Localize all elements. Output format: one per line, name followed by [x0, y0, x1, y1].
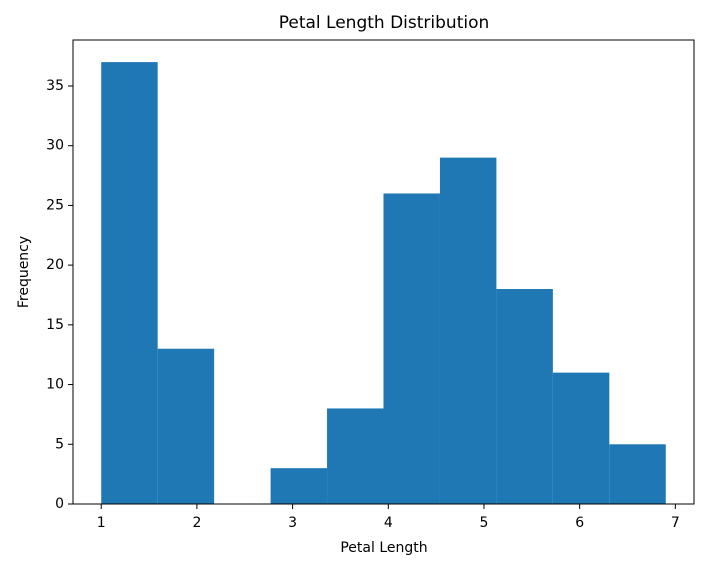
bar	[270, 468, 328, 504]
x-tick-label: 7	[671, 515, 680, 531]
x-tick-label: 5	[480, 515, 489, 531]
x-tick-label: 6	[575, 515, 584, 531]
x-tick-label: 3	[288, 515, 297, 531]
bar	[327, 408, 384, 504]
bar	[496, 289, 553, 504]
y-tick-label: 0	[55, 496, 64, 512]
y-axis-label: Frequency	[16, 236, 32, 308]
y-tick-label: 35	[46, 78, 64, 94]
x-tick-label: 2	[192, 515, 201, 531]
y-tick-label: 15	[46, 317, 64, 333]
bar	[101, 62, 158, 504]
x-tick-label: 4	[384, 515, 393, 531]
bar	[157, 348, 215, 504]
bar	[552, 372, 610, 504]
chart-title: Petal Length Distribution	[279, 13, 490, 33]
x-tick-label: 1	[97, 515, 106, 531]
bar	[439, 157, 497, 504]
x-axis-label: Petal Length	[340, 540, 427, 556]
y-tick-label: 25	[46, 197, 64, 213]
bar	[609, 444, 666, 504]
plot-frame	[72, 39, 695, 505]
y-tick-label: 20	[46, 257, 64, 273]
bar	[383, 193, 440, 504]
y-tick-label: 10	[46, 377, 64, 393]
y-tick-label: 5	[55, 436, 64, 452]
y-tick-label: 30	[46, 138, 64, 154]
